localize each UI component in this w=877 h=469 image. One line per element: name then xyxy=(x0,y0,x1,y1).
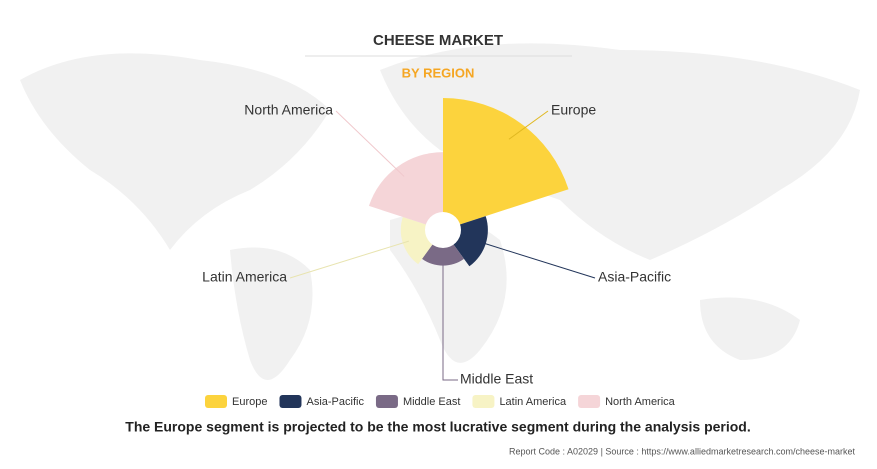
chart-subtitle: BY REGION xyxy=(402,65,475,80)
legend-swatch xyxy=(472,395,495,408)
slice-label: Latin America xyxy=(202,269,287,285)
donut-hole xyxy=(425,212,461,248)
slice-label: North America xyxy=(244,102,333,118)
leader-line xyxy=(479,241,596,279)
caption: The Europe segment is projected to be th… xyxy=(125,419,750,435)
legend-swatch xyxy=(205,395,227,408)
rose-wedge xyxy=(443,98,569,230)
legend-label: Europe xyxy=(232,396,267,408)
leader-line xyxy=(335,110,405,177)
plot: Europe Asia-Pacific Middle East Latin Ameri… xyxy=(202,98,671,387)
legend-label: Latin America xyxy=(499,396,567,408)
legend: Europe Asia-Pacific Middle East Latin Ameri… xyxy=(205,395,676,408)
slice-label: Asia-Pacific xyxy=(598,269,671,285)
legend-label: Middle East xyxy=(403,396,460,408)
legend-label: North America xyxy=(605,396,676,408)
leader-line xyxy=(508,110,549,140)
legend-swatch xyxy=(578,395,601,408)
slice-label: Europe xyxy=(551,102,596,118)
legend-swatch xyxy=(375,395,398,408)
source: Report Code : A02029 | Source : https://… xyxy=(509,446,855,456)
legend-label: Asia-Pacific xyxy=(306,396,364,408)
leader-line xyxy=(289,240,410,279)
slice-label: Middle East xyxy=(460,371,533,387)
legend-swatch xyxy=(279,395,302,408)
chart-title: CHEESE MARKET xyxy=(373,32,503,49)
leader-line xyxy=(442,260,458,381)
rose-wedge xyxy=(368,152,443,230)
